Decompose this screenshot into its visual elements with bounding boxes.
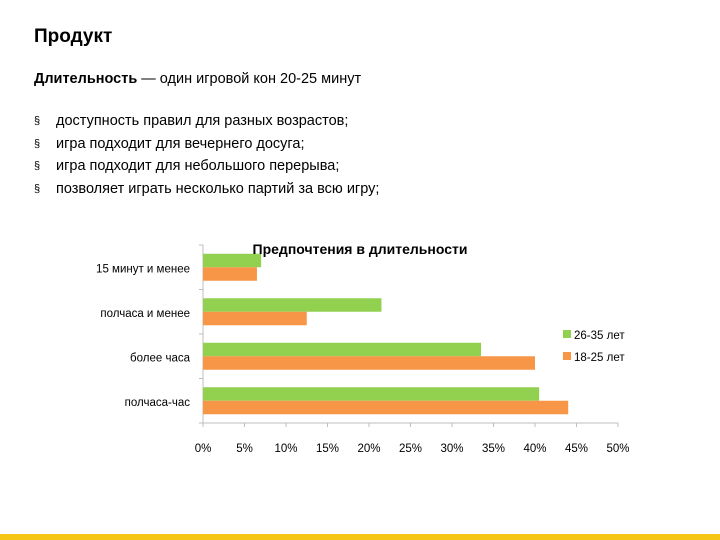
- bullet-item: § позволяет играть несколько партий за вс…: [34, 178, 379, 201]
- x-tick-label: 35%: [482, 443, 505, 455]
- accent-bar: [0, 534, 720, 540]
- bar-series-1: [203, 253, 262, 268]
- bullet-item: § доступность правил для разных возрастов…: [34, 110, 379, 133]
- bar-series-1: [203, 387, 540, 401]
- bullet-mark: §: [34, 137, 41, 150]
- bar-series-1: [203, 342, 482, 357]
- bullet-text: доступность правил для разных возрастов;: [56, 113, 349, 129]
- bullet-mark: §: [34, 115, 41, 127]
- bullet-item: § игра подходит для вечернего досуга;: [34, 133, 379, 156]
- x-tick-label: 15%: [316, 443, 339, 455]
- bar-series-2: [203, 311, 307, 326]
- bullet-item: § игра подходит для небольшого перерыва;: [34, 155, 379, 178]
- bar-series-1: [203, 298, 382, 312]
- chart-title: Предпочтения в длительности: [253, 241, 468, 257]
- legend-swatch: [563, 352, 571, 360]
- y-tick-label: более часа: [130, 352, 191, 364]
- x-tick-label: 40%: [523, 443, 546, 455]
- bullet-mark: §: [34, 160, 41, 172]
- legend-label: 18-25 лет: [574, 352, 625, 364]
- bar-series-2: [203, 267, 257, 281]
- x-tick-label: 45%: [565, 443, 588, 455]
- slide-title: Продукт: [34, 26, 113, 47]
- subtitle-rest: — один игровой кон 20-25 минут: [137, 71, 362, 87]
- x-tick-label: 25%: [399, 443, 422, 455]
- y-tick-label: 15 минут и менее: [96, 263, 190, 275]
- slide-subtitle: Длительность — один игровой кон 20-25 ми…: [34, 71, 361, 87]
- bar-series-2: [203, 356, 535, 370]
- bullet-text: позволяет играть несколько партий за всю…: [56, 180, 380, 197]
- x-tick-label: 0%: [195, 443, 212, 455]
- x-tick-label: 10%: [274, 443, 297, 455]
- y-tick-label: полчаса-час: [125, 397, 191, 409]
- y-tick-label: полчаса и менее: [100, 308, 190, 320]
- subtitle-bold: Длительность: [34, 71, 138, 87]
- legend-swatch: [563, 330, 571, 338]
- bullet-mark: §: [34, 182, 41, 195]
- bullet-text: игра подходит для вечернего досуга;: [56, 135, 305, 152]
- x-tick-label: 30%: [440, 443, 463, 455]
- x-tick-label: 50%: [606, 443, 629, 455]
- bar-series-2: [203, 400, 569, 415]
- bullet-text: игра подходит для небольшого перерыва;: [56, 158, 340, 174]
- x-tick-label: 5%: [236, 443, 253, 455]
- bullet-list: § доступность правил для разных возрастов…: [34, 110, 379, 200]
- legend-label: 26-35 лет: [574, 330, 625, 342]
- x-tick-label: 20%: [357, 443, 380, 455]
